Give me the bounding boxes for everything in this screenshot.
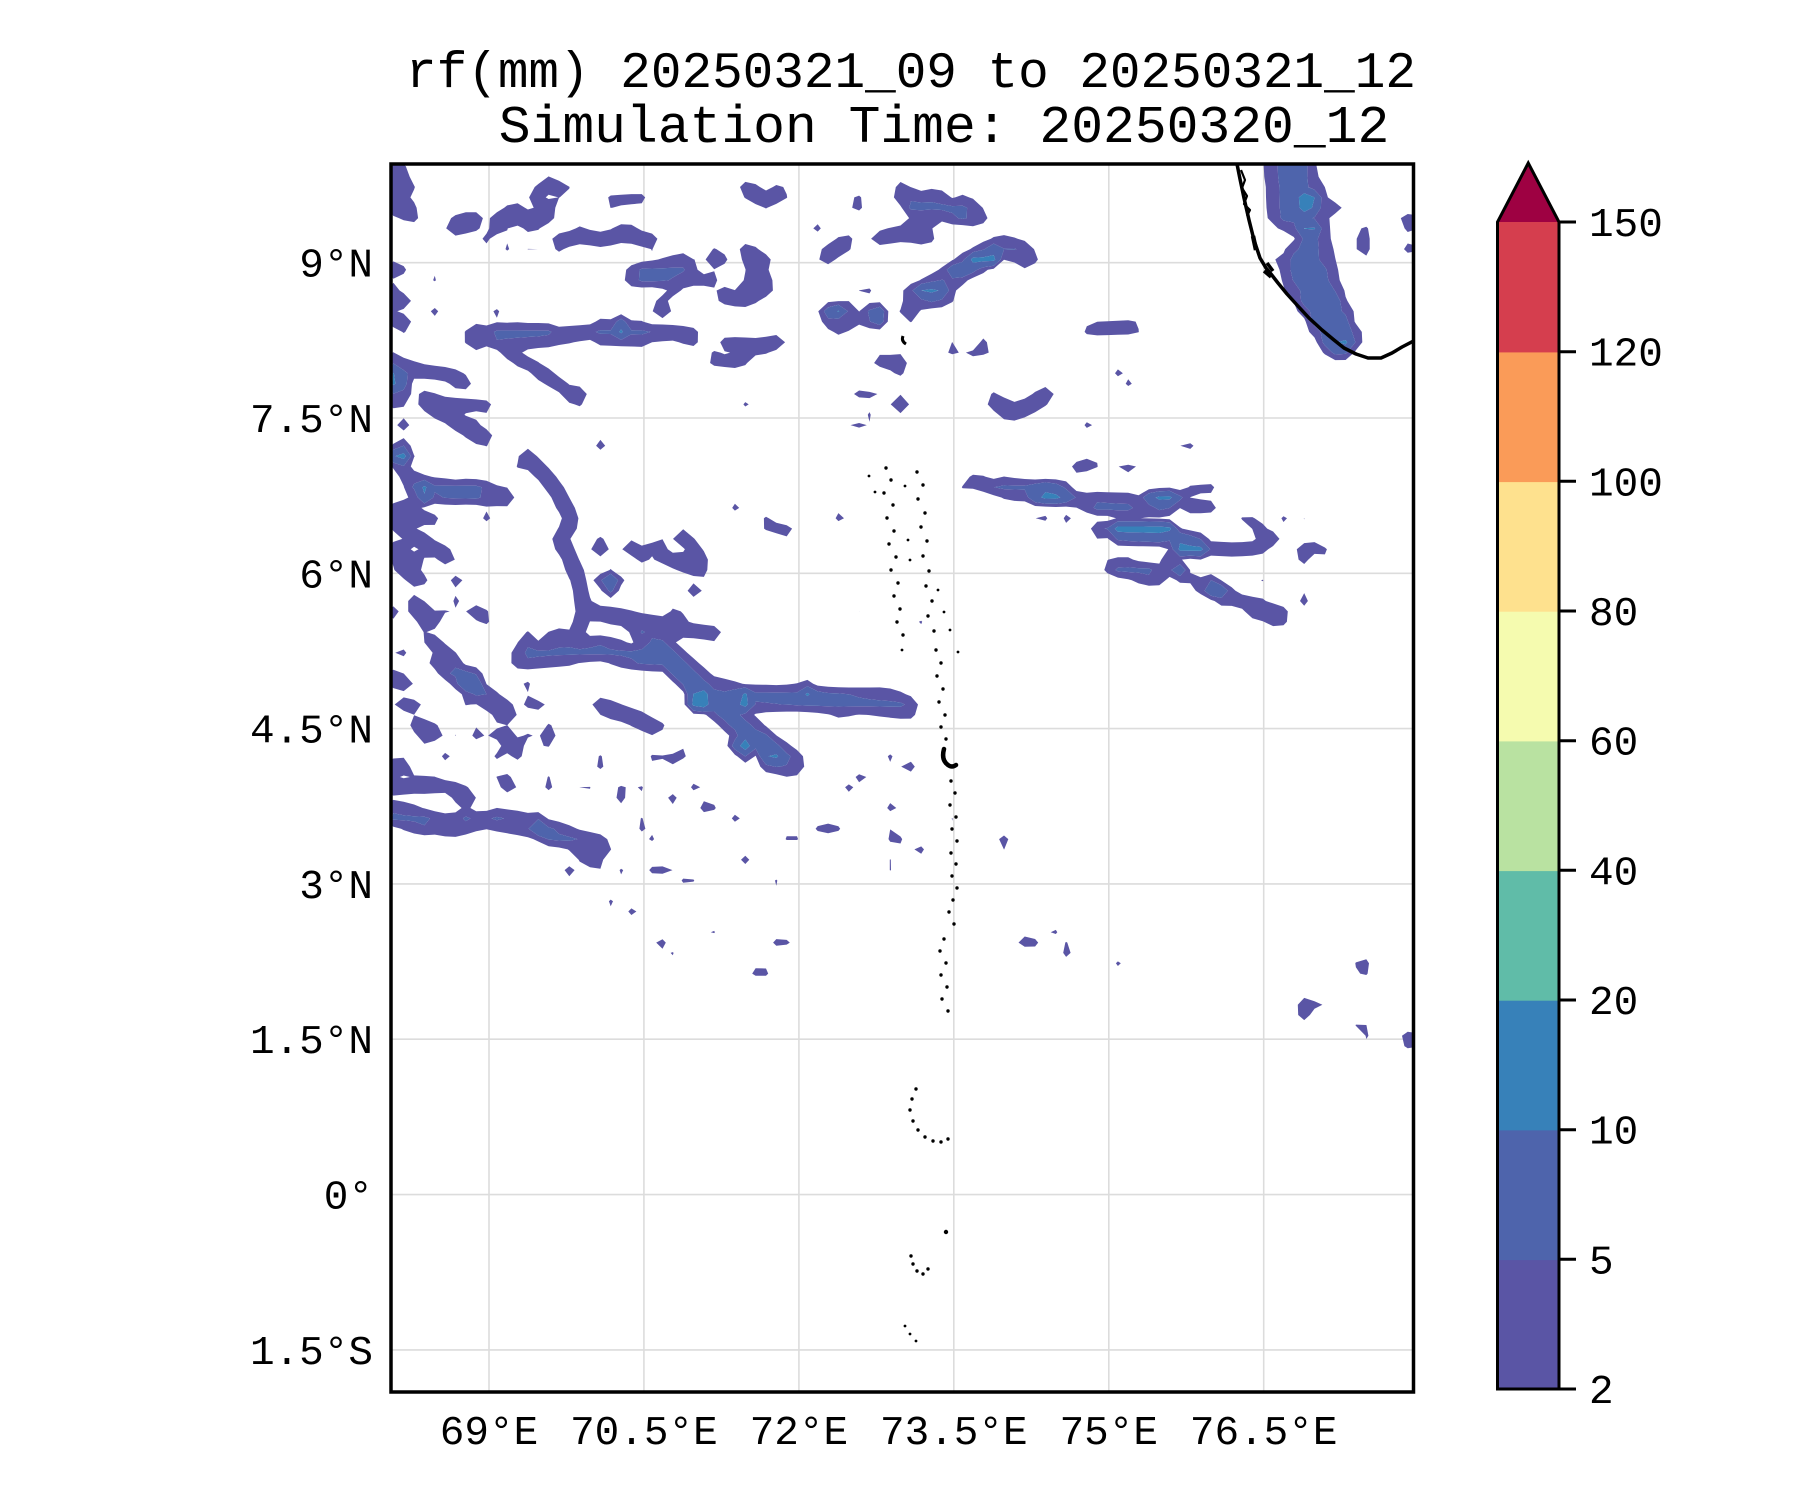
svg-text:2: 2 (1589, 1370, 1614, 1416)
svg-text:5: 5 (1589, 1240, 1614, 1286)
svg-text:60: 60 (1589, 722, 1638, 768)
svg-text:10: 10 (1589, 1111, 1638, 1157)
svg-text:20: 20 (1589, 981, 1638, 1027)
svg-text:69°E: 69°E (440, 1411, 538, 1457)
svg-text:1.5°N: 1.5°N (250, 1020, 373, 1066)
svg-text:75°E: 75°E (1060, 1411, 1158, 1457)
svg-text:6°N: 6°N (299, 554, 373, 600)
svg-text:0°: 0° (324, 1176, 373, 1222)
svg-text:76.5°E: 76.5°E (1190, 1411, 1338, 1457)
svg-text:40: 40 (1589, 851, 1638, 897)
svg-text:73.5°E: 73.5°E (880, 1411, 1028, 1457)
svg-text:9°N: 9°N (299, 244, 373, 290)
svg-text:72°E: 72°E (750, 1411, 848, 1457)
svg-text:80: 80 (1589, 592, 1638, 638)
svg-text:100: 100 (1589, 462, 1663, 508)
svg-text:120: 120 (1589, 333, 1663, 379)
svg-text:4.5°N: 4.5°N (250, 710, 373, 756)
svg-text:70.5°E: 70.5°E (570, 1411, 718, 1457)
svg-text:7.5°N: 7.5°N (250, 399, 373, 445)
svg-text:3°N: 3°N (299, 865, 373, 911)
svg-text:Simulation Time: 20250320_12: Simulation Time: 20250320_12 (499, 98, 1390, 158)
svg-text:rf(mm) 20250321_09 to 20250321: rf(mm) 20250321_09 to 20250321_12 (406, 46, 1416, 103)
svg-text:1.5°S: 1.5°S (250, 1331, 373, 1377)
svg-text:150: 150 (1589, 203, 1663, 249)
